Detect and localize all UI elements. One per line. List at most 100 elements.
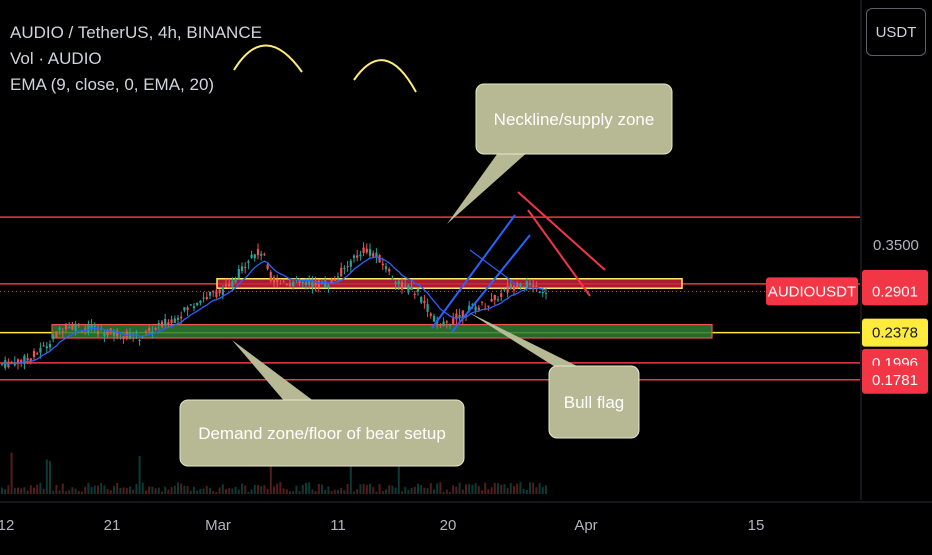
volume-bar <box>116 483 119 494</box>
candle-body <box>311 282 314 288</box>
volume-bar <box>154 488 157 494</box>
candle-body <box>394 282 397 285</box>
candle-body <box>458 315 461 319</box>
ema-line <box>1 256 547 365</box>
candle-body <box>183 307 186 311</box>
candle-body <box>135 332 138 334</box>
candle-body <box>474 306 477 311</box>
volume-bar <box>305 482 307 494</box>
candle-body <box>317 280 320 287</box>
volume-bar <box>196 490 199 494</box>
volume-bar <box>42 488 45 494</box>
volume-bar <box>119 487 122 494</box>
candle-body <box>442 321 445 327</box>
candle-body <box>29 358 32 362</box>
volume-bar <box>177 482 179 494</box>
volume-bar <box>260 486 263 494</box>
candle-body <box>346 266 349 268</box>
price-label-text: 0.2378 <box>872 325 918 342</box>
candle-body <box>218 289 221 294</box>
volume-bar <box>538 483 541 494</box>
callout-text: Neckline/supply zone <box>494 110 655 129</box>
candle-body <box>372 253 375 257</box>
price-axis[interactable]: 0.35000.25000.2996AUDIOUSDT0.29010.23780… <box>766 0 928 500</box>
time-axis[interactable]: 12 21 Mar 11 20 Apr 15 <box>0 501 932 534</box>
volume-bar <box>276 483 279 494</box>
candle-body <box>378 254 381 263</box>
y-tick-label: 0.3500 <box>873 237 919 254</box>
volume-bar <box>193 486 195 494</box>
chart-legend: AUDIO / TetherUS, 4h, BINANCE Vol · AUDI… <box>10 20 262 98</box>
volume-bar <box>269 453 272 494</box>
volume-bar <box>215 491 218 494</box>
candle-body <box>84 328 87 330</box>
candle-body <box>256 248 260 256</box>
volume-bar <box>420 485 423 494</box>
candle-body <box>327 285 330 288</box>
currency-button[interactable]: USDT <box>866 8 926 56</box>
candle-body <box>272 277 276 283</box>
volume-bar <box>228 488 231 494</box>
volume-bar <box>522 488 525 494</box>
candle-body <box>381 263 384 266</box>
candle-body <box>413 293 416 295</box>
volume-bar <box>135 483 138 494</box>
candle-body <box>186 307 189 310</box>
volume-bar <box>330 490 333 494</box>
volume-bar <box>407 490 410 494</box>
volume-bar <box>103 485 106 494</box>
volume-bar <box>436 483 439 494</box>
volume-bar <box>298 491 301 494</box>
candle-body <box>448 324 452 327</box>
candle-body <box>528 283 532 286</box>
volume-bar <box>378 484 381 494</box>
candle-body <box>298 279 301 284</box>
candle-body <box>356 255 359 258</box>
flag-pole-mark <box>469 249 518 286</box>
candle-body <box>404 285 407 287</box>
flag-channel-lower <box>451 234 531 333</box>
candle-body <box>308 279 311 285</box>
volume-bar <box>13 487 16 494</box>
candle-body <box>445 321 448 323</box>
candle-body <box>522 286 525 288</box>
candle-body <box>391 277 394 279</box>
volume-bar <box>180 483 183 494</box>
candle-body <box>365 248 368 253</box>
candle-body <box>42 345 45 347</box>
candle-body <box>189 304 192 306</box>
candle-body <box>228 283 231 286</box>
volume-bar <box>257 484 259 494</box>
volume-bar <box>423 487 426 494</box>
candle-body <box>61 331 64 333</box>
candle-body <box>471 303 474 305</box>
volume-bar <box>61 483 64 494</box>
candle-body <box>26 358 29 360</box>
volume-bar <box>359 484 362 494</box>
price-label-text: 0.2901 <box>872 283 918 300</box>
volume-bar <box>333 489 336 494</box>
volume-bar <box>279 482 282 494</box>
volume-bar <box>49 461 51 494</box>
candle-body <box>388 268 391 272</box>
candle-body <box>77 324 80 326</box>
volume-bar <box>20 488 23 494</box>
candle-body <box>544 292 548 294</box>
callout-tail <box>468 312 585 370</box>
callouts: Neckline/supply zone Demand zone/floor of… <box>179 83 673 467</box>
volume-bar <box>442 491 445 494</box>
price-label-box <box>862 277 928 306</box>
candle-body <box>71 324 74 330</box>
volume-bar <box>519 482 522 494</box>
candle-body <box>336 276 340 278</box>
candle-body <box>490 299 493 302</box>
volume-bar <box>311 489 314 494</box>
candle-body <box>68 327 71 329</box>
candle-body <box>263 254 266 256</box>
volume-bar <box>362 484 365 494</box>
volume-bar <box>125 488 128 494</box>
candle-body <box>39 347 42 353</box>
candle-body <box>160 321 164 327</box>
volume-bar <box>151 486 154 494</box>
